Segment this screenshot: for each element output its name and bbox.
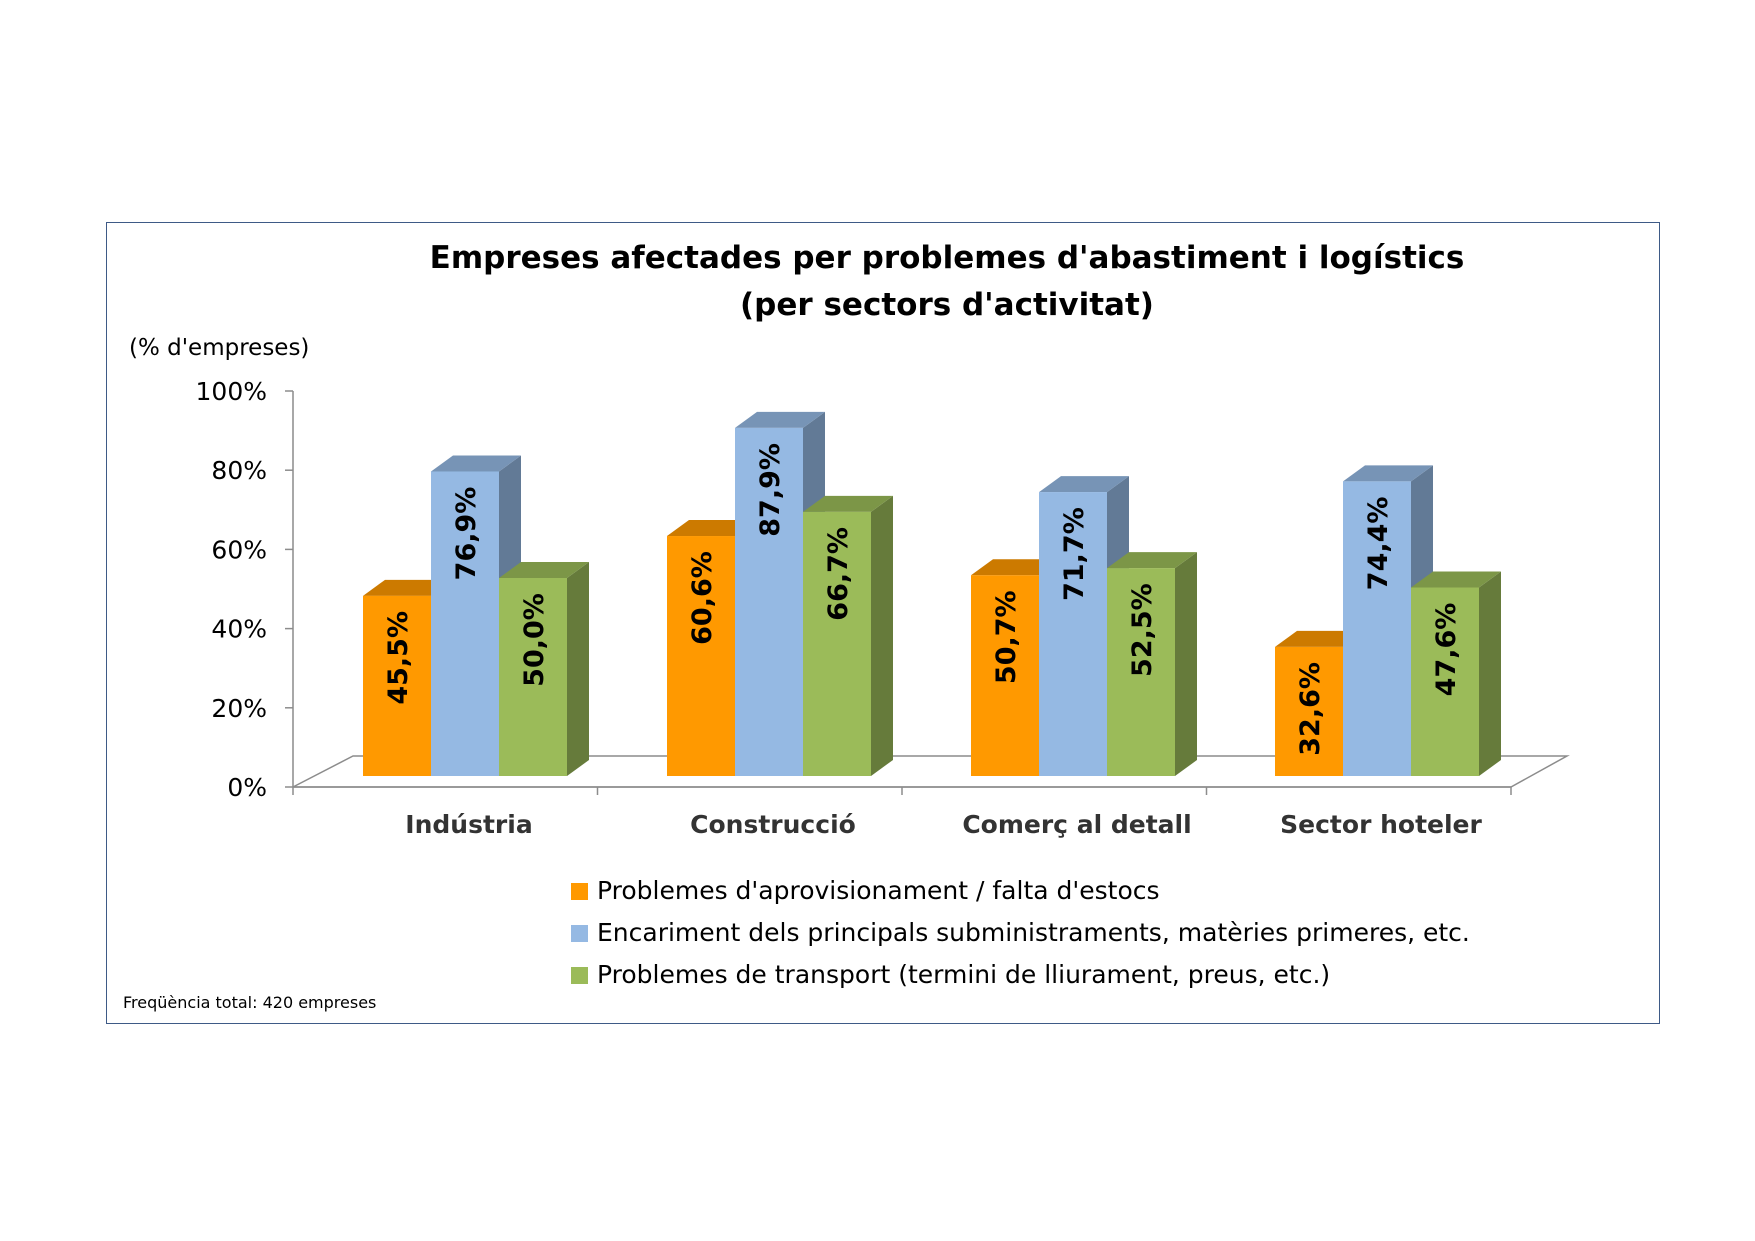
y-axis: 0% 20% 40% 60% 80% 100% <box>196 377 1512 802</box>
data-label: 45,5% <box>383 611 414 705</box>
category-label: Sector hoteler <box>1280 810 1482 839</box>
bar: 87,9% <box>735 411 825 776</box>
bar-side <box>871 495 893 776</box>
bar-top <box>735 411 825 428</box>
data-label: 50,7% <box>991 590 1022 684</box>
y-tick-label: 40% <box>211 615 267 644</box>
bar: 47,6% <box>1411 571 1501 776</box>
legend-label: Problemes de transport (termini de lliur… <box>597 960 1330 989</box>
data-label: 74,4% <box>1363 497 1394 591</box>
bar-front <box>499 578 567 776</box>
legend-swatch <box>571 883 588 900</box>
bar-top <box>803 495 893 512</box>
legend-label: Problemes d'aprovisionament / falta d'es… <box>597 876 1160 905</box>
data-label: 87,9% <box>755 443 786 537</box>
bar-front <box>971 575 1039 776</box>
bar-front <box>1275 646 1343 776</box>
bar-side <box>567 562 589 776</box>
bar-top <box>971 559 1061 576</box>
data-label: 52,5% <box>1127 583 1158 677</box>
bar-top <box>1343 465 1433 482</box>
y-tick-label: 0% <box>227 773 267 802</box>
bar-front <box>735 427 803 776</box>
chart-frame: Empreses afectades per problemes d'abast… <box>106 222 1660 1024</box>
bar-side <box>1175 552 1197 776</box>
footnote: Freqüència total: 420 empreses <box>123 993 376 1012</box>
bar-front <box>1411 587 1479 776</box>
category-label: Comerç al detall <box>962 810 1191 839</box>
chart-canvas: Empreses afectades per problemes d'abast… <box>123 240 1570 1012</box>
bar-top <box>1275 630 1365 647</box>
bar-front <box>1343 481 1411 776</box>
bar-top <box>1039 476 1129 493</box>
bar-side <box>1479 571 1501 776</box>
bar-front <box>431 471 499 776</box>
bar-top <box>667 520 757 537</box>
bar-front <box>667 536 735 776</box>
bar: 52,5% <box>1107 552 1197 776</box>
data-label: 71,7% <box>1059 507 1090 601</box>
category-label: Construcció <box>690 810 856 839</box>
data-label: 50,0% <box>519 593 550 687</box>
chart-subtitle: (per sectors d'activitat) <box>740 287 1154 323</box>
legend-label: Encariment dels principals subministrame… <box>597 918 1470 947</box>
bars: 45,5% 76,9% 50,0% 60,6% 87,9% 66,7% 50,7% 71,7%… <box>363 411 1501 776</box>
y-axis-label: (% d'empreses) <box>129 335 309 361</box>
data-label: 60,6% <box>687 551 718 645</box>
bar-front <box>1107 568 1175 776</box>
bar: 66,7% <box>803 495 893 776</box>
bar-front <box>363 595 431 776</box>
bar-top <box>1411 571 1501 588</box>
bar-top <box>499 562 589 578</box>
y-tick-label: 80% <box>211 456 267 485</box>
legend-swatch <box>571 925 588 942</box>
y-tick-label: 60% <box>211 535 267 564</box>
bar-top <box>431 455 521 472</box>
bar-front <box>803 511 871 776</box>
bar-top <box>1107 552 1197 569</box>
data-label: 66,7% <box>823 527 854 621</box>
y-tick-label: 20% <box>211 694 267 723</box>
data-label: 32,6% <box>1295 662 1326 756</box>
bar-top <box>363 579 453 596</box>
legend: Problemes d'aprovisionament / falta d'es… <box>571 876 1470 989</box>
bar-front <box>1039 492 1107 776</box>
legend-swatch <box>571 967 588 984</box>
data-label: 76,9% <box>451 487 482 581</box>
y-tick-label: 100% <box>196 377 267 406</box>
x-axis: Indústria Construcció Comerç al detall Sect… <box>405 810 1482 839</box>
bar: 50,0% <box>499 562 589 776</box>
chart-title: Empreses afectades per problemes d'abast… <box>430 240 1465 276</box>
category-label: Indústria <box>405 810 532 839</box>
data-label: 47,6% <box>1431 603 1462 697</box>
